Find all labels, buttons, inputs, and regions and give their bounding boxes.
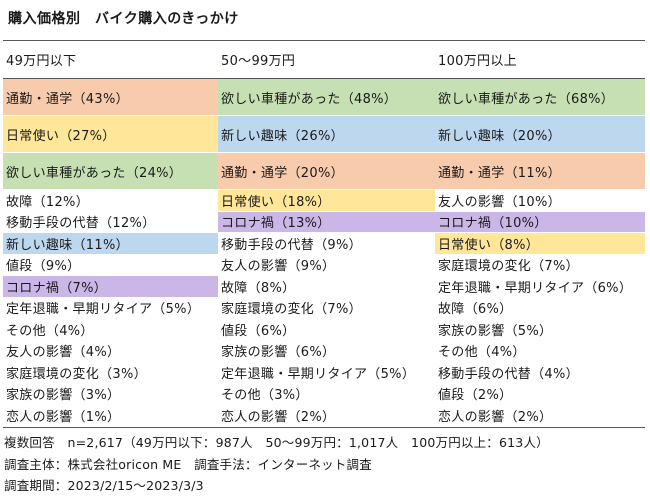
table-cell: 家庭環境の変化（7%） [218, 297, 435, 319]
purchase-trigger-table: 49万円以下 50〜99万円 100万円以上 通勤・通学（43%） 欲しい車種があ… [3, 40, 645, 428]
table-cell: 値段（2%） [435, 383, 645, 405]
table-cell: 新しい趣味（11%） [3, 233, 218, 255]
table-row: 新しい趣味（11%） 移動手段の代替（9%） 日常使い（8%） [3, 233, 645, 255]
table-cell: 定年退職・早期リタイア（5%） [218, 362, 435, 384]
header-cell: 50〜99万円 [218, 41, 435, 78]
table-row: 故障（12%） 日常使い（18%） 友人の影響（10%） [3, 190, 645, 212]
table-cell: 友人の影響（9%） [218, 254, 435, 276]
table-cell: 日常使い（27%） [3, 116, 218, 153]
page-title: 購入価格別 バイク購入のきっかけ [8, 11, 239, 27]
table-cell: 家族の影響（5%） [435, 319, 645, 341]
table-cell: 日常使い（18%） [218, 190, 435, 212]
table-cell: 通勤・通学（11%） [435, 153, 645, 190]
table-cell: 欲しい車種があった（24%） [3, 153, 218, 190]
table-cell: 新しい趣味（20%） [435, 116, 645, 153]
table-cell: 欲しい車種があった（48%） [218, 79, 435, 116]
table-row: 恋人の影響（1%） 恋人の影響（2%） 恋人の影響（2%） [3, 405, 645, 427]
table-cell: 恋人の影響（1%） [3, 405, 218, 427]
table-row: 家族の影響（3%） その他（3%） 値段（2%） [3, 383, 645, 405]
table-row: 移動手段の代替（12%） コロナ禍（13%） コロナ禍（10%） [3, 211, 645, 233]
table-cell: その他（3%） [218, 383, 435, 405]
table-cell: 新しい趣味（26%） [218, 116, 435, 153]
survey-notes: 複数回答 n=2,617（49万円以下：987人 50〜99万円：1,017人 … [4, 432, 549, 497]
table-cell: コロナ禍（10%） [435, 211, 645, 233]
table-row: 日常使い（27%） 新しい趣味（26%） 新しい趣味（20%） [3, 116, 645, 153]
table-cell: 定年退職・早期リタイア（6%） [435, 276, 645, 298]
table-cell: 家族の影響（3%） [3, 383, 218, 405]
table-row: コロナ禍（7%） 故障（8%） 定年退職・早期リタイア（6%） [3, 276, 645, 298]
table-cell: 定年退職・早期リタイア（5%） [3, 297, 218, 319]
table-cell: 通勤・通学（43%） [3, 79, 218, 116]
table-row: 友人の影響（4%） 家族の影響（6%） その他（4%） [3, 340, 645, 362]
table-body: 通勤・通学（43%） 欲しい車種があった（48%） 欲しい車種があった（68%） 日常… [3, 79, 645, 427]
note-period: 調査期間：2023/2/15〜2023/3/3 [4, 478, 204, 493]
table-cell: 移動手段の代替（4%） [435, 362, 645, 384]
table-cell: 値段（6%） [218, 319, 435, 341]
header-cell: 100万円以上 [435, 41, 645, 78]
table-row: 値段（9%） 友人の影響（9%） 家庭環境の変化（7%） [3, 254, 645, 276]
table-row: その他（4%） 値段（6%） 家族の影響（5%） [3, 319, 645, 341]
table-cell: 家庭環境の変化（7%） [435, 254, 645, 276]
note-organizer: 調査主体：株式会社oricon ME 調査手法：インターネット調査 [4, 456, 372, 472]
note-sample: 複数回答 n=2,617（49万円以下：987人 50〜99万円：1,017人 … [4, 435, 549, 450]
table-row: 欲しい車種があった（24%） 通勤・通学（20%） 通勤・通学（11%） [3, 153, 645, 190]
table-cell: 友人の影響（10%） [435, 190, 645, 212]
table-cell: 値段（9%） [3, 254, 218, 276]
table-cell: コロナ禍（13%） [218, 211, 435, 233]
table-row: 定年退職・早期リタイア（5%） 家庭環境の変化（7%） 故障（6%） [3, 297, 645, 319]
table-cell: 故障（6%） [435, 297, 645, 319]
table-header-row: 49万円以下 50〜99万円 100万円以上 [3, 41, 645, 79]
table-cell: 故障（12%） [3, 190, 218, 212]
table-cell: 恋人の影響（2%） [435, 405, 645, 427]
table-cell: 移動手段の代替（9%） [218, 233, 435, 255]
table-cell: 移動手段の代替（12%） [3, 211, 218, 233]
table-cell: 家庭環境の変化（3%） [3, 362, 218, 384]
table-cell: その他（4%） [3, 319, 218, 341]
table-cell: 家族の影響（6%） [218, 340, 435, 362]
table-cell: 友人の影響（4%） [3, 340, 218, 362]
header-cell: 49万円以下 [3, 41, 218, 78]
table-cell: 故障（8%） [218, 276, 435, 298]
table-row: 通勤・通学（43%） 欲しい車種があった（48%） 欲しい車種があった（68%） [3, 79, 645, 116]
table-cell: 恋人の影響（2%） [218, 405, 435, 427]
table-cell: 日常使い（8%） [435, 233, 645, 255]
table-cell: その他（4%） [435, 340, 645, 362]
table-row: 家庭環境の変化（3%） 定年退職・早期リタイア（5%） 移動手段の代替（4%） [3, 362, 645, 384]
table-cell: 欲しい車種があった（68%） [435, 79, 645, 116]
table-cell: コロナ禍（7%） [3, 276, 218, 298]
table-cell: 通勤・通学（20%） [218, 153, 435, 190]
